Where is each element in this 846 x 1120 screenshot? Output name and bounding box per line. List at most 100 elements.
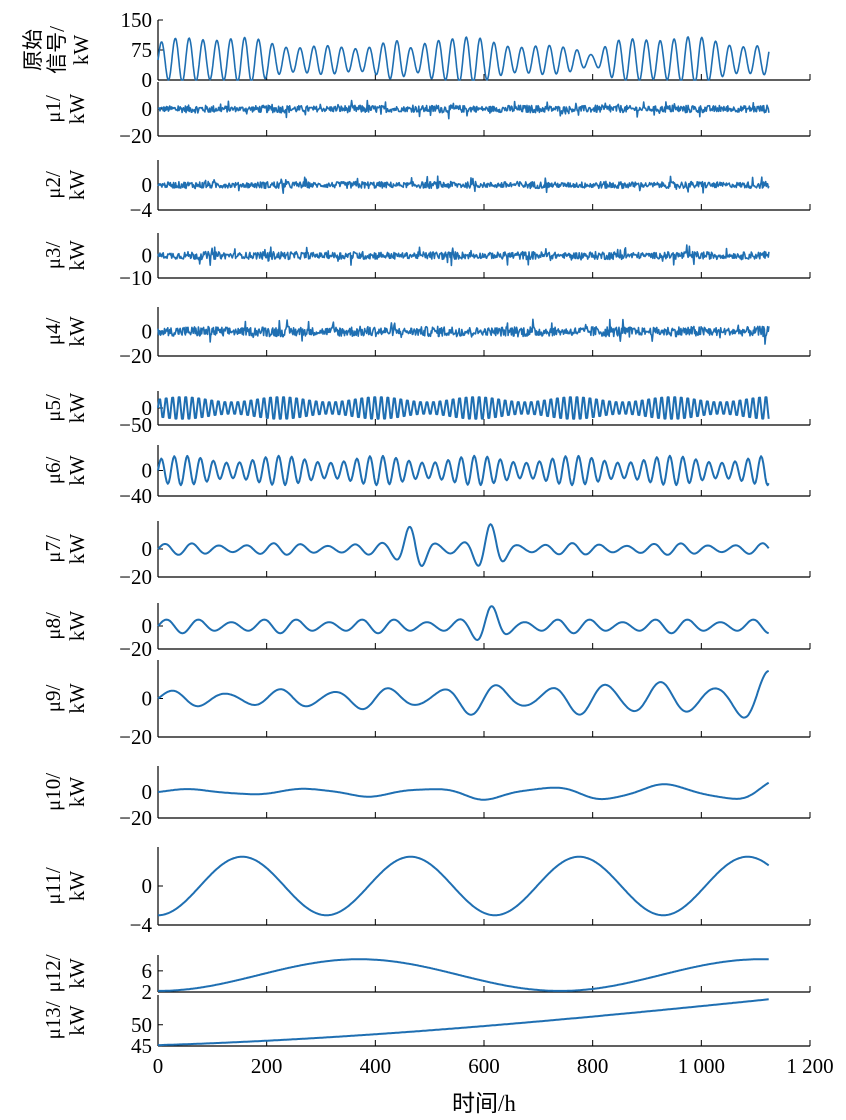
panel-7: 0−40 μ6/kW xyxy=(41,445,811,508)
y-tick-label: −20 xyxy=(119,565,152,589)
series-μ4 xyxy=(157,318,770,345)
ylabel-line: kW xyxy=(65,316,89,347)
y-tick-label: 0 xyxy=(142,537,153,561)
ylabel-line: kW xyxy=(65,455,89,486)
panel-5-ylabel: μ4/kW xyxy=(41,316,89,347)
y-tick-label: −20 xyxy=(119,124,152,148)
y-tick-label: −10 xyxy=(119,266,152,290)
ylabel-line: μ2/ xyxy=(41,171,65,199)
series-μ13 xyxy=(157,998,769,1047)
series-μ5 xyxy=(157,396,770,420)
series-μ9 xyxy=(157,669,770,719)
panel-3-ylabel: μ2/kW xyxy=(41,170,89,201)
series-原始信号 xyxy=(157,36,770,81)
panel-1: 150 75 0 原始信号/kW xyxy=(21,8,811,92)
y-tick-label: −4 xyxy=(130,198,153,222)
series-μ11 xyxy=(157,855,770,917)
x-tick-label: 1 000 xyxy=(678,1054,725,1078)
panel-2: 0 −20 μ1/kW xyxy=(41,82,811,148)
ylabel-line: μ4/ xyxy=(41,318,65,346)
panel-5: 0−20 μ4/kW xyxy=(41,307,811,368)
panel-9: 0−20 μ8/kW xyxy=(41,603,811,661)
ylabel-line: μ13/ xyxy=(41,1001,65,1039)
ylabel-line: kW xyxy=(65,777,89,808)
series-μ8 xyxy=(157,605,769,641)
y-tick-label: 0 xyxy=(142,396,153,420)
y-tick-label: 0 xyxy=(142,173,153,197)
y-tick-label: 0 xyxy=(142,874,153,898)
panel-4-ylabel: μ3/kW xyxy=(41,240,89,271)
panel-1-ylabel: 原始信号/kW xyxy=(21,26,93,74)
y-tick-label: −20 xyxy=(119,725,152,749)
panel-8: 0 −20 μ7/kW xyxy=(41,521,811,589)
ylabel-line: kW xyxy=(69,35,93,66)
y-tick-label: −20 xyxy=(119,806,152,830)
ylabel-line: μ9/ xyxy=(41,685,65,713)
y-tick-label: −50 xyxy=(119,413,152,437)
panel-7-ylabel: μ6/kW xyxy=(41,455,89,486)
panel-8-ylabel: μ7/kW xyxy=(41,534,89,565)
panel-2-ylabel: μ1/kW xyxy=(41,94,89,125)
ylabel-line: kW xyxy=(65,611,89,642)
ylabel-line: μ6/ xyxy=(41,457,65,485)
y-tick-label: 0 xyxy=(142,68,153,92)
ylabel-line: μ7/ xyxy=(41,535,65,563)
y-tick-label: 0 xyxy=(142,320,153,344)
ylabel-line: kW xyxy=(65,534,89,565)
series-μ7 xyxy=(157,523,770,567)
y-tick-label: 6 xyxy=(142,959,153,983)
ylabel-line: μ3/ xyxy=(41,242,65,270)
ylabel-line: μ11/ xyxy=(41,867,65,904)
ylabel-line: kW xyxy=(65,170,89,201)
ylabel-line: μ5/ xyxy=(41,394,65,422)
series-μ6 xyxy=(157,454,770,487)
panel-4: 0−10 μ3/kW xyxy=(41,233,811,290)
y-tick-label: 45 xyxy=(131,1034,152,1058)
panel-10-ylabel: μ9/kW xyxy=(41,683,89,714)
x-axis-title: 时间/h xyxy=(452,1091,516,1116)
ylabel-line: kW xyxy=(65,94,89,125)
panel-3: 0−4 μ2/kW xyxy=(41,160,811,222)
x-tick-label: 200 xyxy=(251,1054,283,1078)
y-tick-label: 0 xyxy=(142,244,153,268)
y-tick-label: 0 xyxy=(142,97,153,121)
ylabel-line: kW xyxy=(65,240,89,271)
series-μ10 xyxy=(157,781,770,801)
ylabel-line: kW xyxy=(65,871,89,902)
y-tick-label: −20 xyxy=(119,637,152,661)
y-tick-label: 0 xyxy=(142,780,153,804)
ylabel-line: kW xyxy=(65,393,89,424)
y-tick-label: −4 xyxy=(130,913,153,937)
x-tick-label: 1 200 xyxy=(786,1054,833,1078)
ylabel-line: μ10/ xyxy=(41,773,65,811)
ylabel-line: kW xyxy=(65,1005,89,1036)
panel-12-ylabel: μ11/kW xyxy=(41,867,89,904)
series-μ12 xyxy=(158,958,769,992)
ylabel-line: 信号/ xyxy=(45,26,69,74)
y-tick-label: 2 xyxy=(142,980,153,1004)
series-μ1 xyxy=(157,99,770,120)
y-tick-label: 150 xyxy=(121,8,153,32)
panel-6: 0−50 μ5/kW xyxy=(41,391,811,437)
ylabel-line: kW xyxy=(65,958,89,989)
panel-11: 0−20 μ10/kW xyxy=(41,766,811,830)
y-tick-label: −20 xyxy=(119,344,152,368)
x-tick-label: 400 xyxy=(360,1054,392,1078)
panel-13-ylabel: μ12/kW xyxy=(41,954,89,992)
x-tick-label: 800 xyxy=(577,1054,609,1078)
series-μ3 xyxy=(157,244,770,267)
x-tick-label: 0 xyxy=(153,1054,164,1078)
panel-6-ylabel: μ5/kW xyxy=(41,393,89,424)
panel-13: 62 μ12/kW xyxy=(41,954,811,1004)
y-tick-label: −40 xyxy=(119,484,152,508)
ylabel-line: kW xyxy=(65,683,89,714)
ylabel-line: μ12/ xyxy=(41,954,65,992)
panel-9-ylabel: μ8/kW xyxy=(41,611,89,642)
ylabel-line: μ8/ xyxy=(41,612,65,640)
y-tick-label: 0 xyxy=(142,687,153,711)
panel-14-ylabel: μ13/kW xyxy=(41,1001,89,1039)
y-tick-label: 75 xyxy=(131,38,152,62)
x-tick-label: 600 xyxy=(468,1054,500,1078)
